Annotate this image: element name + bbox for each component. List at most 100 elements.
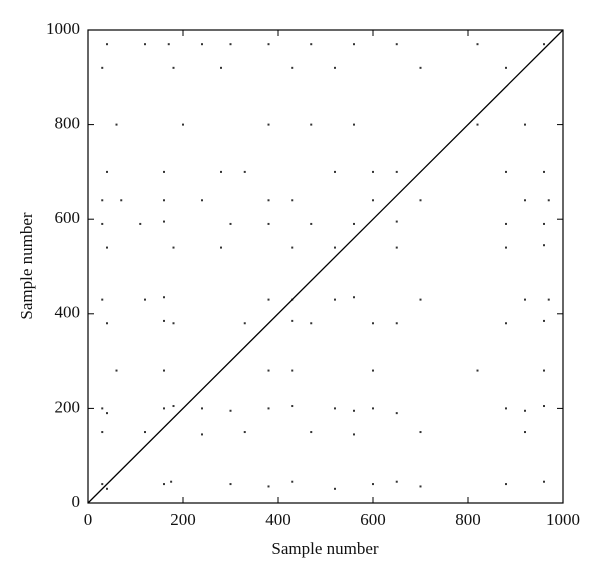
recurrence-point [144,431,146,434]
recurrence-point [543,319,545,322]
recurrence-point [291,369,294,372]
recurrence-point [291,246,294,249]
recurrence-point [334,407,336,410]
recurrence-point [101,66,104,69]
recurrence-point [524,199,526,202]
y-axis-label: Sample number [17,212,36,320]
x-axis-label: Sample number [271,539,379,558]
recurrence-point [543,222,545,225]
recurrence-point [543,480,545,483]
recurrence-point [543,369,545,372]
recurrence-point [395,246,398,249]
x-tick-label: 1000 [546,510,580,529]
recurrence-point [505,170,507,173]
recurrence-point [476,43,479,46]
x-tick-label: 400 [265,510,291,529]
x-tick-label: 0 [84,510,93,529]
recurrence-point [163,199,165,202]
recurrence-point [476,123,479,126]
recurrence-point [101,407,104,410]
recurrence-point [310,43,313,46]
recurrence-point [543,244,545,247]
recurrence-point [101,298,104,301]
recurrence-point [353,123,355,126]
recurrence-point [543,170,545,173]
recurrence-point [505,407,507,410]
recurrence-point [115,123,118,126]
recurrence-point [419,431,422,434]
recurrence-point [106,246,108,249]
recurrence-point [476,369,479,372]
recurrence-point [291,405,294,408]
recurrence-point [170,480,173,483]
recurrence-point [524,298,526,301]
recurrence-point [353,296,355,299]
recurrence-point [291,480,294,483]
recurrence-point [163,407,165,410]
recurrence-point [395,43,398,46]
recurrence-point [267,222,270,225]
recurrence-point [334,246,336,249]
recurrence-point [547,199,550,202]
recurrence-point [106,487,108,490]
recurrence-point [163,170,165,173]
recurrence-point [505,222,507,225]
recurrence-point [267,407,270,410]
y-tick-label: 400 [55,303,81,322]
recurrence-point [334,487,336,490]
recurrence-point [291,319,294,322]
recurrence-point [395,322,398,325]
recurrence-point [395,220,398,223]
recurrence-point [243,322,246,325]
recurrence-point [543,43,545,46]
recurrence-point [547,298,550,301]
recurrence-point [372,170,374,173]
recurrence-point [524,409,526,412]
recurrence-point [395,480,398,483]
recurrence-point [144,298,146,301]
recurrence-point [172,322,175,325]
y-tick-label: 200 [55,397,81,416]
recurrence-point [395,412,398,415]
recurrence-point [243,170,246,173]
recurrence-point [505,246,507,249]
recurrence-point [229,222,232,225]
recurrence-point [101,483,104,486]
diagonal-line [87,29,564,504]
recurrence-point [505,483,507,486]
recurrence-point [163,369,165,372]
recurrence-point [139,222,142,225]
recurrence-point [372,322,374,325]
recurrence-point [243,431,246,434]
recurrence-point [220,246,222,249]
recurrence-point [524,123,526,126]
x-tick-label: 200 [170,510,196,529]
recurrence-point [291,199,294,202]
recurrence-point [163,483,165,486]
recurrence-point [267,485,270,488]
recurrence-point [310,322,313,325]
recurrence-point [267,298,270,301]
recurrence-point [334,170,336,173]
recurrence-point [310,431,313,434]
recurrence-point [106,412,108,415]
recurrence-point [163,220,165,223]
recurrence-point [267,369,270,372]
recurrence-point [182,123,184,126]
recurrence-point [101,199,104,202]
recurrence-point [220,170,222,173]
recurrence-point [267,123,270,126]
recurrence-point [229,409,232,412]
recurrence-point [419,298,422,301]
recurrence-point [505,66,507,69]
recurrence-point [106,43,108,46]
recurrence-point [372,369,374,372]
recurrence-point [172,405,175,408]
recurrence-point [172,246,175,249]
recurrence-point [267,43,270,46]
recurrence-point [291,66,294,69]
recurrence-point [310,123,313,126]
x-tick-label: 800 [455,510,481,529]
recurrence-point [353,433,355,436]
recurrence-point [220,66,222,69]
